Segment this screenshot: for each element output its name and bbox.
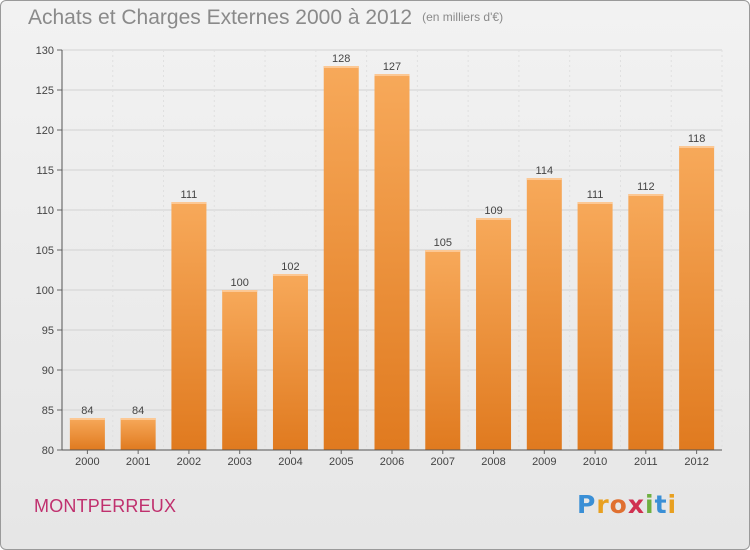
x-tick-label: 2002: [177, 456, 201, 468]
x-tick-label: 2011: [634, 456, 658, 468]
bar-top-highlight: [272, 274, 308, 276]
bar: [120, 418, 156, 450]
bar-top-highlight: [679, 146, 715, 148]
x-tick-label: 2008: [481, 456, 505, 468]
y-tick-label: 90: [42, 365, 54, 377]
y-tick-label: 80: [42, 445, 54, 457]
data-label: 111: [181, 189, 198, 201]
data-label: 84: [132, 405, 144, 417]
bar: [374, 74, 410, 450]
x-tick-label: 2007: [431, 456, 455, 468]
y-tick-label: 120: [36, 125, 54, 137]
data-label: 105: [434, 237, 452, 249]
data-label: 109: [484, 205, 502, 217]
data-label: 114: [536, 165, 554, 177]
bar: [171, 202, 207, 450]
proxiti-logo: Proxiti: [577, 490, 677, 519]
bar-top-highlight: [628, 194, 664, 196]
logo-letter: i: [667, 490, 678, 519]
chart-title: Achats et Charges Externes 2000 à 2012 (e…: [28, 6, 503, 30]
bar-top-highlight: [577, 202, 613, 204]
x-tick-label: 2000: [75, 456, 99, 468]
logo-letter: i: [645, 490, 655, 519]
x-tick-label: 2009: [532, 456, 556, 468]
y-tick-label: 105: [36, 245, 54, 257]
logo-letter: r: [596, 490, 610, 519]
x-tick-label: 2010: [583, 456, 607, 468]
logo-letter: x: [627, 490, 645, 519]
bar-top-highlight: [120, 418, 156, 420]
logo-letter: P: [577, 490, 597, 519]
y-tick-label: 115: [36, 165, 54, 177]
place-name: MONTPERREUX: [34, 496, 177, 516]
bars: 84 84 111 100 102 128 127 105 109 114 111 112 118: [69, 53, 715, 450]
y-tick-label: 95: [42, 325, 54, 337]
chart-unit-note: (en milliers d'€): [422, 10, 504, 24]
bar-top-highlight: [222, 290, 258, 292]
bar-top-highlight: [69, 418, 105, 420]
y-tick-label: 85: [42, 405, 54, 417]
bar: [69, 418, 105, 450]
logo-letter: t: [654, 490, 668, 519]
bar-top-highlight: [171, 202, 207, 204]
chart-title-text: Achats et Charges Externes 2000 à 2012: [28, 6, 413, 29]
data-label: 112: [637, 181, 655, 193]
bar-top-highlight: [425, 250, 461, 252]
bar-top-highlight: [323, 66, 359, 68]
bar: [425, 250, 461, 450]
x-tick-label: 2006: [380, 456, 404, 468]
bar-top-highlight: [374, 74, 410, 76]
y-tick-label: 125: [36, 85, 54, 97]
x-tick-label: 2004: [278, 456, 302, 468]
bar: [577, 202, 613, 450]
bar-top-highlight: [476, 218, 512, 220]
data-label: 128: [332, 53, 350, 65]
data-label: 127: [383, 61, 401, 73]
data-label: 102: [281, 261, 299, 273]
bar: [628, 194, 664, 450]
data-label: 84: [81, 405, 93, 417]
data-label: 111: [587, 189, 604, 201]
x-tick-label: 2012: [684, 456, 708, 468]
axes: 80 85 90 95 100 105 110 115 120 125 130 2000 2001 200…: [36, 45, 722, 468]
bar-top-highlight: [526, 178, 562, 180]
data-label: 100: [231, 277, 249, 289]
x-tick-label: 2003: [227, 456, 251, 468]
bar: [323, 66, 359, 450]
data-label: 118: [688, 133, 706, 145]
bar: [476, 218, 512, 450]
logo-letter: o: [609, 490, 628, 519]
bar: [222, 290, 258, 450]
bar: [272, 274, 308, 450]
bar: [526, 178, 562, 450]
x-tick-label: 2001: [126, 456, 150, 468]
y-tick-label: 100: [36, 285, 54, 297]
bar: [679, 146, 715, 450]
y-tick-label: 110: [36, 205, 54, 217]
y-tick-label: 130: [36, 45, 54, 57]
x-tick-label: 2005: [329, 456, 353, 468]
